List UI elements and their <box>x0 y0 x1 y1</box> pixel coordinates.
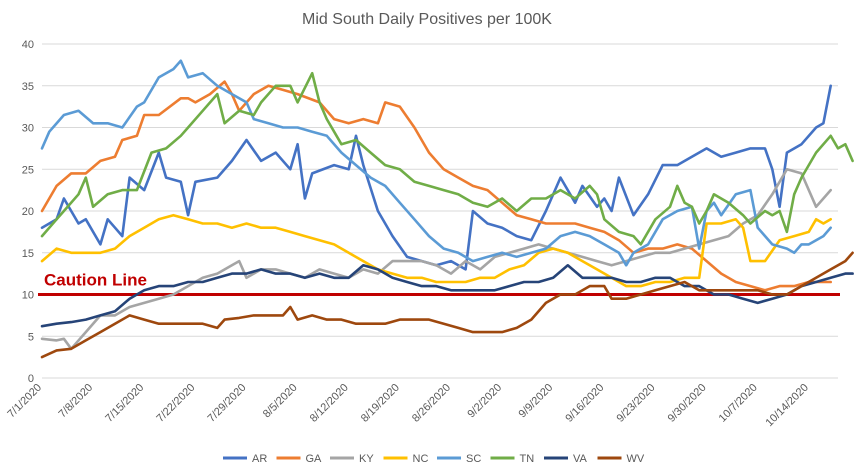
y-tick-label: 0 <box>28 373 34 385</box>
x-tick-label: 10/7/2020 <box>717 382 760 425</box>
y-axis-ticks: 0 5 10 15 20 25 30 35 40 <box>22 39 34 385</box>
x-tick-label: 7/8/2020 <box>56 382 95 421</box>
x-tick-label: 7/15/2020 <box>103 382 146 425</box>
y-tick-label: 10 <box>22 290 34 302</box>
series-line-ky <box>40 168 833 351</box>
x-tick-label: 8/26/2020 <box>410 382 453 425</box>
x-tick-label: 8/19/2020 <box>359 382 402 425</box>
legend-label-va: VA <box>573 453 588 465</box>
legend-label-tn: TN <box>520 453 535 465</box>
y-tick-label: 40 <box>22 39 34 51</box>
x-tick-label: 9/23/2020 <box>614 382 657 425</box>
y-tick-label: 30 <box>22 123 34 135</box>
y-tick-label: 20 <box>22 206 34 218</box>
series-line-sc <box>40 59 833 267</box>
x-tick-label: 7/1/2020 <box>5 382 44 421</box>
x-tick-label: 8/5/2020 <box>261 382 300 421</box>
y-tick-label: 35 <box>22 81 34 93</box>
x-axis-ticks: 7/1/2020 7/8/2020 7/15/2020 7/22/2020 7/29/2… <box>5 382 811 429</box>
x-tick-label: 7/29/2020 <box>206 382 249 425</box>
chart-title: Mid South Daily Positives per 100K <box>302 11 552 28</box>
legend-label-wv: WV <box>627 453 645 465</box>
legend-label-ar: AR <box>252 453 267 465</box>
series-line-va <box>40 263 854 328</box>
y-tick-label: 5 <box>28 331 34 343</box>
x-tick-label: 9/2/2020 <box>465 382 504 421</box>
x-tick-label: 9/16/2020 <box>563 382 606 425</box>
legend-label-nc: NC <box>413 453 429 465</box>
series-line-ga <box>40 80 833 292</box>
x-tick-label: 7/22/2020 <box>154 382 197 425</box>
series-line-nc <box>40 213 833 288</box>
series-line-wv <box>40 251 854 359</box>
series-line-tn <box>40 71 854 246</box>
caution-line-label: Caution Line <box>44 271 147 290</box>
series-lines <box>40 59 854 359</box>
x-tick-label: 10/14/2020 <box>763 382 810 429</box>
legend: AR GA KY NC SC TN VA WV <box>223 453 645 465</box>
legend-label-ky: KY <box>359 453 374 465</box>
x-tick-label: 8/12/2020 <box>308 382 351 425</box>
y-tick-label: 25 <box>22 164 34 176</box>
x-tick-label: 9/9/2020 <box>517 382 556 421</box>
legend-label-ga: GA <box>306 453 323 465</box>
y-tick-label: 15 <box>22 248 34 260</box>
legend-label-sc: SC <box>466 453 481 465</box>
x-tick-label: 9/30/2020 <box>666 382 709 425</box>
